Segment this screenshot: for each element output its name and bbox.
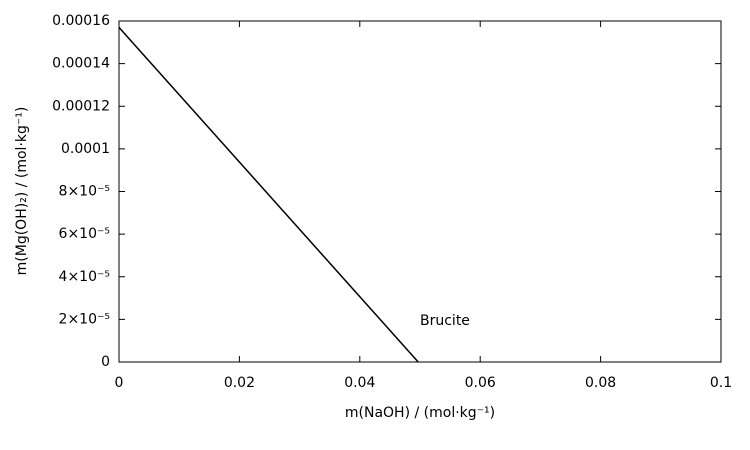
y-axis-label: m(Mg(OH)₂) / (mol·kg⁻¹) <box>14 107 30 276</box>
x-tick-label: 0.04 <box>344 375 375 391</box>
y-tick-label: 8×10⁻⁵ <box>59 184 110 200</box>
y-tick-label: 6×10⁻⁵ <box>59 226 110 242</box>
x-tick-label: 0.1 <box>710 375 732 391</box>
y-tick-label: 0.00012 <box>52 98 110 114</box>
annotation: Brucite <box>420 313 470 329</box>
x-tick-label: 0.08 <box>585 375 616 391</box>
x-tick-label: 0 <box>115 375 124 391</box>
plot-frame <box>118 20 722 363</box>
y-tick-label: 0 <box>101 354 110 370</box>
x-tick-label: 0.06 <box>465 375 496 391</box>
x-axis-label: m(NaOH) / (mol·kg⁻¹) <box>345 405 495 421</box>
y-tick-label: 0.0001 <box>61 141 110 157</box>
y-tick-label: 2×10⁻⁵ <box>59 311 110 327</box>
y-tick-label: 4×10⁻⁵ <box>59 269 110 285</box>
x-tick-label: 0.02 <box>224 375 255 391</box>
line-series <box>118 26 419 363</box>
y-tick-label: 0.00014 <box>52 56 110 72</box>
y-tick-label: 0.00016 <box>52 13 110 29</box>
